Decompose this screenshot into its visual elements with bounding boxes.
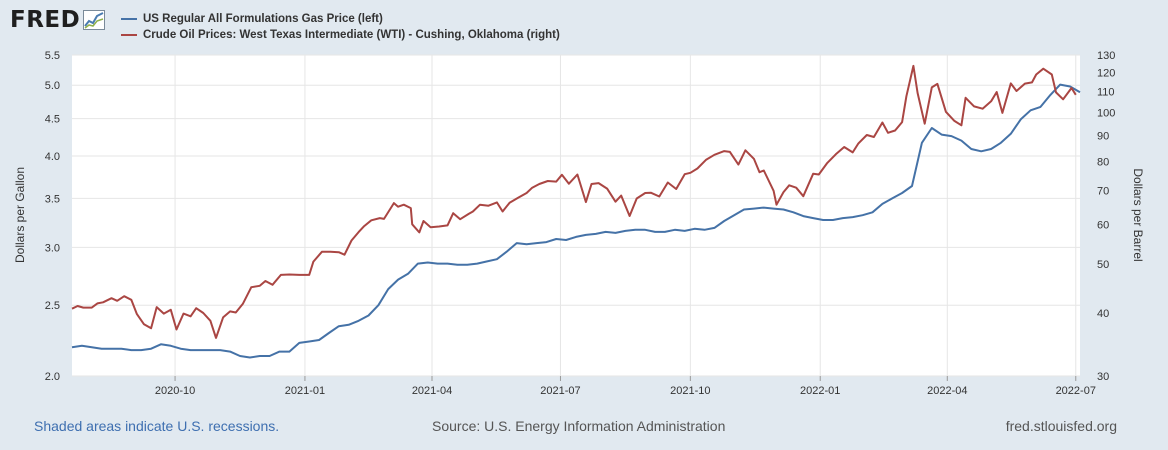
right-tick-label: 90 (1097, 130, 1109, 142)
x-tick-label: 2022-07 (1056, 385, 1096, 397)
left-tick-label: 5.0 (45, 80, 60, 92)
series-lines (71, 64, 1081, 359)
right-tick-label: 50 (1097, 259, 1109, 271)
right-axis-ticks: 30 40 50 60 70 80 90 100 110 120 130 (1097, 50, 1115, 383)
left-tick-label: 2.5 (45, 300, 60, 312)
left-tick-label: 4.5 (45, 114, 60, 126)
right-tick-label: 30 (1097, 371, 1109, 383)
right-tick-label: 130 (1097, 50, 1115, 62)
source-note: Source: U.S. Energy Information Administ… (432, 418, 726, 434)
x-tick-label: 2022-04 (927, 385, 967, 397)
left-tick-label: 3.5 (45, 193, 60, 205)
recession-note-link[interactable]: Shaded areas indicate U.S. recessions. (34, 418, 280, 434)
left-tick-label: 3.0 (45, 242, 60, 254)
right-tick-label: 80 (1097, 156, 1109, 168)
right-tick-label: 70 (1097, 186, 1109, 198)
fred-logo[interactable]: FRED (10, 7, 106, 33)
x-tick-label: 2021-07 (540, 385, 580, 397)
x-axis-ticks: 2020-10 2021-01 2021-04 2021-07 2021-10 2022-… (155, 376, 1096, 397)
site-link[interactable]: fred.stlouisfed.org (1005, 418, 1117, 434)
legend-item-gas[interactable]: US Regular All Formulations Gas Price (l… (121, 11, 560, 27)
right-tick-label: 100 (1097, 107, 1115, 119)
chart-logo-icon (83, 10, 106, 30)
legend-item-wti[interactable]: Crude Oil Prices: West Texas Intermediat… (121, 27, 560, 43)
legend-swatch-gas (121, 18, 137, 20)
left-tick-label: 5.5 (45, 50, 60, 62)
wti-price-line[interactable] (71, 64, 1077, 339)
x-tick-label: 2021-04 (412, 385, 452, 397)
x-tick-label: 2020-10 (155, 385, 195, 397)
right-tick-label: 120 (1097, 68, 1115, 80)
right-tick-label: 110 (1097, 87, 1115, 99)
chart-legend: US Regular All Formulations Gas Price (l… (121, 11, 560, 43)
right-tick-label: 60 (1097, 219, 1109, 231)
legend-swatch-wti (121, 34, 137, 36)
left-axis-ticks: 2.0 2.5 3.0 3.5 4.0 4.5 5.0 5.5 (45, 50, 60, 383)
left-axis-title: Dollars per Gallon (13, 167, 27, 263)
x-tick-label: 2022-01 (800, 385, 840, 397)
legend-label-gas: US Regular All Formulations Gas Price (l… (143, 13, 383, 25)
plot-background (72, 55, 1080, 376)
chart-header: FRED US Regular All Formulations Gas Pri… (0, 0, 1168, 46)
right-axis-title: Dollars per Barrel (1131, 168, 1145, 261)
left-tick-label: 2.0 (45, 371, 60, 383)
fred-logo-text: FRED (10, 7, 81, 33)
gridlines (72, 54, 1080, 377)
gas-price-line[interactable] (71, 83, 1081, 359)
x-tick-label: 2021-01 (285, 385, 325, 397)
right-tick-label: 40 (1097, 308, 1109, 320)
x-tick-label: 2021-10 (670, 385, 710, 397)
chart-area: 2.0 2.5 3.0 3.5 4.0 4.5 5.0 5.5 30 40 50 60 70 80 90 1… (13, 50, 1145, 397)
left-tick-label: 4.0 (45, 151, 60, 163)
legend-label-wti: Crude Oil Prices: West Texas Intermediat… (143, 29, 560, 41)
chart-footer: Shaded areas indicate U.S. recessions. S… (0, 410, 1168, 440)
